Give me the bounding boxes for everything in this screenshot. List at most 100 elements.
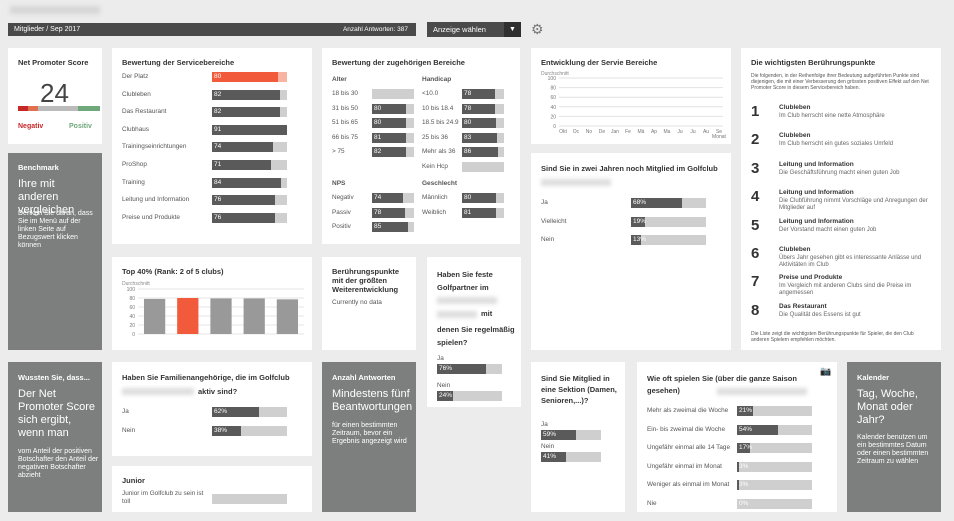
row-bar-fill <box>372 103 406 114</box>
row-value: 62% <box>214 408 228 415</box>
row-value: 82 <box>214 90 222 98</box>
row-value: 76% <box>439 365 453 372</box>
touchpoint-desc: Im Club herrscht ein gutes soziales Umfe… <box>779 141 894 148</box>
breadcrumb[interactable]: Mitglieder / Sep 2017 <box>14 26 81 33</box>
row-value: 74 <box>214 143 222 151</box>
display-select[interactable]: Anzeige wählen ▼ <box>427 22 521 37</box>
row-bar: 76 <box>212 195 287 206</box>
row-bar: 38% <box>212 426 287 436</box>
touchpoints-title: Die wichtigsten Berührungspunkte <box>751 58 876 67</box>
row-label: Das Restaurant <box>122 108 167 116</box>
two-years-card: Sind Sie in zwei Jahren noch Mitglied im… <box>531 153 731 350</box>
touchpoint-number: 1 <box>751 103 760 120</box>
top40-card: Top 40% (Rank: 2 of 5 clubs) Durchschnit… <box>112 257 312 350</box>
row-value: 78 <box>464 90 472 97</box>
row-bar: 80 <box>372 103 414 114</box>
row-label: Nein <box>437 382 451 389</box>
row-label: Preise und Produkte <box>122 213 180 221</box>
row-value: 54% <box>739 425 753 433</box>
row-value: 78 <box>464 104 472 112</box>
row-bar: 80 <box>462 193 504 203</box>
dev-touchpoints-title: Berührungspunkte mit der größten Weitere… <box>332 267 400 294</box>
row-label: 25 bis 36 <box>422 133 448 141</box>
junior-card: Junior Junior im Golfclub zu sein ist to… <box>112 466 312 512</box>
touchpoint-number: 8 <box>751 301 760 319</box>
touchpoint-number: 2 <box>751 131 760 149</box>
service-card: Bewertung der Servicebereiche Der Platz 8… <box>112 48 312 244</box>
row-bar-fill <box>737 443 750 453</box>
row-bar-fill <box>462 103 495 114</box>
gear-icon[interactable]: ⚙ <box>531 21 544 37</box>
row-value: 76 <box>214 213 222 221</box>
touchpoint-desc: Im Vergleich mit anderen Clubs sind die … <box>779 283 912 297</box>
row-bar: 78 <box>462 103 504 114</box>
row-label: Männlich <box>422 194 448 201</box>
row-bar: 54% <box>737 424 812 435</box>
touchpoint-title: Clubleben <box>779 132 811 140</box>
row-bar: 81 <box>462 207 504 218</box>
header-bar: Mitglieder / Sep 2017 Anzahl Antworten: … <box>8 23 416 36</box>
nps-positive-label: Positiv <box>69 123 92 130</box>
touchpoint-desc: Die Geschäftsführung macht einen guten J… <box>779 169 900 176</box>
row-bar-fill <box>737 406 753 416</box>
row-bar <box>462 162 504 172</box>
y-tick-label: 80 <box>550 86 556 92</box>
row-label: Clubhaus <box>122 125 150 133</box>
touchpoint-title: Leitung und Information <box>779 160 854 168</box>
row-label: Passiv <box>332 208 351 216</box>
row-label: Vielleicht <box>541 217 567 225</box>
row-value: 59% <box>543 431 557 438</box>
row-bar: 76% <box>437 364 502 374</box>
row-label: ProShop <box>122 161 147 168</box>
row-bar: 80 <box>372 118 414 129</box>
x-tick-label: Ma <box>664 129 671 135</box>
y-tick-label: 20 <box>550 114 556 120</box>
row-bar-fill <box>212 177 282 188</box>
x-tick-label: No <box>586 129 593 135</box>
row-label: Ja <box>541 421 548 428</box>
row-bar: 85 <box>372 222 414 233</box>
row-bar-fill <box>212 72 278 82</box>
benchmark-card[interactable]: Benchmark Ihre mit anderen vergleichen D… <box>8 153 102 350</box>
row-label: Nie <box>647 499 657 507</box>
x-tick-label: Fe <box>625 129 631 135</box>
nps-negative-label: Negativ <box>18 123 44 130</box>
row-bar: 80 <box>212 72 287 82</box>
row-value: 83 <box>464 133 472 141</box>
row-bar: 24% <box>437 391 502 401</box>
junior-title: Junior <box>122 476 145 485</box>
row-label: Trainingseinrichtungen <box>122 143 187 151</box>
chevron-down-icon[interactable]: ▼ <box>504 22 521 37</box>
top40-ylabel: Durchschnitt <box>122 281 150 287</box>
x-tick-label: Ju <box>677 129 683 135</box>
bar-club-2 <box>177 298 199 334</box>
row-value: 38% <box>214 427 228 434</box>
touchpoint-number: 5 <box>751 216 760 234</box>
row-label: Training <box>122 178 145 186</box>
x-tick-label: Au <box>703 129 709 135</box>
row-bar-fill <box>372 193 404 203</box>
touchpoint-desc: Im Club herrscht eine nette Atmosphäre <box>779 113 885 119</box>
row-bar: 82 <box>372 147 414 158</box>
row-bar-fill <box>631 216 646 227</box>
row-value: 24% <box>439 392 453 399</box>
row-bar: 13% <box>631 235 706 245</box>
row-bar: 74 <box>372 193 414 203</box>
row-label: Nein <box>541 236 555 243</box>
row-bar: 68% <box>631 198 706 208</box>
nps-scale-segment <box>28 106 38 111</box>
row-bar-fill <box>372 222 408 233</box>
row-bar-fill <box>212 426 241 436</box>
touchpoints-card: Die wichtigsten Berührungspunkte Die fol… <box>741 48 941 350</box>
camera-icon[interactable]: 📷 <box>820 366 832 376</box>
blurred-club-name <box>122 388 194 395</box>
row-value: 86 <box>464 148 472 156</box>
did-you-know-headline: Der Net Promoter Score sich ergibt, wenn… <box>18 388 96 439</box>
junior-bar <box>212 494 287 504</box>
related-areas-card: Bewertung der zugehörigen Bereiche Alter… <box>322 48 520 244</box>
row-value: 82 <box>214 108 222 116</box>
development-touchpoints-card: Berührungspunkte mit der größten Weitere… <box>322 257 416 350</box>
row-label: 31 bis 50 <box>332 104 358 112</box>
row-bar: 81 <box>372 132 414 143</box>
